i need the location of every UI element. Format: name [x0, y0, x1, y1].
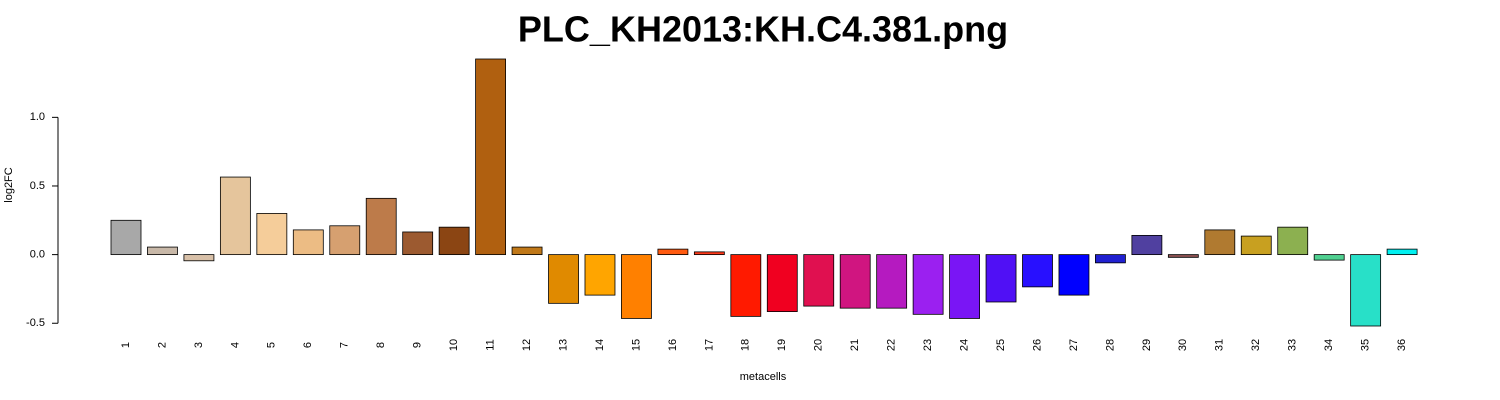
x-tick-label: 13 [557, 339, 569, 351]
bar [475, 58, 507, 256]
bar [1277, 226, 1309, 256]
y-tick-label: 1.0 [30, 111, 45, 123]
bar [219, 176, 251, 256]
bar [693, 251, 725, 256]
bar [256, 213, 288, 256]
bar [730, 254, 762, 317]
x-tick-label: 33 [1287, 339, 1299, 351]
bar [329, 225, 361, 256]
bar [621, 254, 652, 319]
x-tick-label: 14 [594, 339, 606, 351]
x-tick-label: 27 [1068, 339, 1080, 351]
bar [110, 219, 142, 256]
x-tick-label: 24 [958, 339, 970, 351]
x-tick-label: 4 [229, 342, 241, 348]
bar [1167, 254, 1199, 258]
x-tick-label: 16 [667, 339, 679, 351]
bar [1131, 234, 1163, 256]
x-tick-label: 17 [703, 339, 715, 351]
x-tick-label: 6 [302, 342, 314, 348]
x-tick-label: 2 [156, 342, 168, 348]
x-tick-label: 26 [1031, 339, 1043, 351]
bar [839, 254, 871, 309]
bar [511, 246, 543, 256]
bar [147, 246, 178, 256]
bar [985, 254, 1017, 303]
x-tick-label: 21 [849, 339, 861, 351]
bar [183, 254, 215, 262]
bar [1022, 254, 1053, 288]
x-tick-label: 25 [995, 339, 1007, 351]
x-tick-label: 19 [776, 339, 788, 351]
bar [1095, 254, 1126, 264]
bar [1240, 235, 1272, 256]
x-axis-label: metacells [740, 371, 787, 383]
x-tick-label: 28 [1104, 339, 1116, 351]
bar [876, 254, 908, 309]
x-tick-label: 9 [412, 342, 424, 348]
x-tick-label: 15 [630, 339, 642, 351]
bar [438, 226, 470, 256]
bar [584, 254, 616, 296]
x-tick-label: 5 [266, 342, 278, 348]
x-tick-label: 23 [922, 339, 934, 351]
bar [912, 254, 944, 315]
bar [1058, 254, 1090, 296]
bar [1204, 229, 1236, 256]
bar [548, 254, 579, 304]
x-tick-label: 29 [1141, 339, 1153, 351]
x-tick-label: 31 [1214, 339, 1226, 351]
x-tick-label: 35 [1360, 339, 1372, 351]
x-tick-label: 36 [1396, 339, 1408, 351]
chart-title: PLC_KH2013:KH.C4.381.png [518, 9, 1008, 50]
x-tick-label: 20 [813, 339, 825, 351]
x-tick-label: 7 [339, 342, 351, 348]
bar [1350, 254, 1382, 327]
y-tick-label: 0.5 [30, 180, 45, 192]
x-tick-label: 34 [1323, 339, 1335, 351]
bar [949, 254, 980, 319]
bar [766, 254, 798, 312]
x-tick-label: 11 [485, 339, 497, 350]
y-tick-label: 0.0 [30, 249, 45, 261]
bar [1386, 248, 1418, 256]
bar [402, 231, 434, 256]
bar [292, 229, 324, 256]
x-tick-label: 22 [886, 339, 898, 351]
x-tick-label: 32 [1250, 339, 1262, 351]
x-tick-label: 12 [521, 339, 533, 351]
y-axis-label: log2FC [3, 167, 15, 203]
bar [1313, 254, 1345, 261]
y-tick-label: -0.5 [26, 317, 45, 329]
x-tick-label: 18 [740, 339, 752, 351]
x-tick-label: 3 [193, 342, 205, 348]
x-tick-label: 30 [1177, 339, 1189, 351]
bar [803, 254, 835, 307]
bar [657, 248, 689, 256]
x-tick-label: 1 [120, 342, 132, 348]
x-tick-label: 8 [375, 342, 387, 348]
bar [365, 197, 397, 256]
x-tick-label: 10 [448, 339, 460, 351]
